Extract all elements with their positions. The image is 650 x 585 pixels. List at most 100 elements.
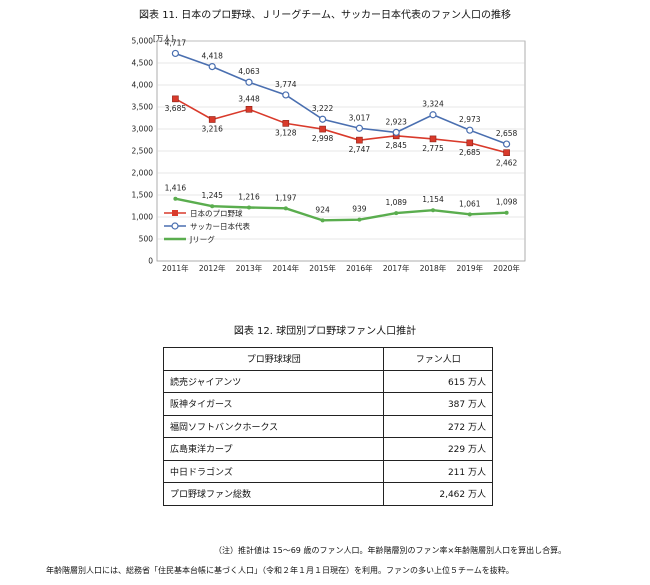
table-row: 阪神タイガース 387 万人 (162, 392, 493, 416)
table-row: 福岡ソフトバンクホークス 272 万人 (162, 414, 493, 438)
table-row: プロ野球ファン総数 2,462 万人 (162, 482, 493, 506)
data-point (467, 212, 472, 217)
data-label: 2,747 (349, 145, 371, 154)
data-point (357, 217, 362, 222)
data-label: 1,216 (238, 192, 260, 201)
fan-count: 2,462 万人 (383, 482, 493, 506)
data-label: 3,128 (275, 128, 297, 137)
data-label: 3,216 (201, 124, 223, 133)
data-point (392, 128, 400, 136)
data-label: 2,775 (422, 144, 444, 153)
data-label: 4,418 (201, 52, 223, 61)
data-label: 1,154 (422, 195, 444, 204)
data-point (245, 105, 253, 113)
series-line (175, 98, 507, 154)
data-point (356, 136, 363, 144)
legend-label: サッカー日本代表 (190, 221, 250, 231)
data-point (429, 135, 437, 143)
y-tick-label: 1,500 (132, 191, 154, 200)
note-line-1: （注）推計値は 15～69 歳のファン人口。年齢階層別のファン率×年齢階層別人口… (214, 546, 567, 555)
data-label: 2,845 (385, 141, 407, 150)
team-name: 阪神タイガース (162, 392, 385, 416)
data-label: 939 (352, 205, 367, 214)
x-tick-label: 2017年 (383, 263, 410, 273)
data-point (282, 91, 290, 99)
figure-11-title: 図表 11. 日本のプロ野球、Ｊリーグチーム、サッカー日本代表のファン人口の推移 (139, 10, 511, 21)
legend-label: 日本のプロ野球 (190, 208, 243, 218)
data-point (208, 116, 216, 123)
data-label: 1,061 (459, 199, 481, 208)
fan-count: 229 万人 (383, 437, 493, 461)
data-point (247, 205, 251, 210)
data-label: 4,063 (238, 67, 260, 76)
team-name: 中日ドラゴンズ (162, 459, 385, 483)
y-axis: 0 500 1,000 1,500 2,000 2,500 3,000 3,500 4,000 4… (132, 37, 525, 266)
x-tick-label: 2016年 (346, 263, 373, 273)
data-point (208, 63, 216, 71)
data-point (466, 139, 474, 147)
data-point (283, 206, 288, 211)
data-point (466, 126, 474, 134)
data-point (504, 210, 509, 215)
data-label: 3,017 (349, 113, 371, 122)
x-tick-label: 2014年 (273, 263, 300, 273)
data-label: 1,089 (385, 198, 407, 207)
x-tick-label: 2011年 (162, 263, 189, 273)
y-tick-label: 3,500 (132, 103, 154, 112)
series-line (175, 197, 507, 222)
y-tick-label: 2,000 (132, 169, 154, 178)
fan-count: 211 万人 (383, 459, 493, 483)
data-point (320, 218, 325, 223)
x-tick-label: 2012年 (199, 263, 226, 273)
y-tick-label: 4,500 (132, 59, 154, 68)
header-fans: ファン人口 (383, 347, 493, 371)
data-point (429, 111, 437, 119)
x-tick-label: 2015年 (309, 263, 336, 273)
data-point (245, 78, 253, 86)
data-point (282, 120, 290, 127)
x-tick-label: 2018年 (420, 263, 447, 273)
table-row: 広島東洋カープ 229 万人 (162, 437, 493, 461)
data-point (210, 204, 215, 209)
data-label: 4,717 (165, 38, 187, 47)
data-point (431, 208, 435, 213)
fan-count: 387 万人 (383, 392, 493, 416)
data-point (171, 49, 179, 58)
data-point (394, 211, 399, 216)
table-header-row: プロ野球球団 ファン人口 (162, 347, 493, 371)
team-name: 読売ジャイアンツ (162, 369, 385, 393)
data-point (355, 124, 363, 132)
data-point (319, 125, 326, 133)
x-axis: 2011年 2012年 2013年 2014年 2015年 2016年 2017年 2018年… (162, 263, 520, 273)
data-label: 1,098 (496, 198, 518, 207)
data-label: 2,462 (496, 159, 518, 168)
x-tick-label: 2020年 (493, 263, 520, 273)
legend-swatch-marker (172, 210, 178, 216)
data-point (503, 149, 510, 156)
data-label: 1,416 (165, 184, 187, 193)
y-tick-label: 4,000 (132, 81, 154, 90)
data-label: 2,685 (459, 148, 481, 157)
data-label: 3,448 (238, 94, 260, 103)
table-row: 中日ドラゴンズ 211 万人 (162, 459, 493, 483)
y-tick-label: 5,000 (132, 37, 154, 46)
x-tick-label: 2013年 (236, 263, 263, 273)
data-point (319, 115, 327, 123)
team-name: 広島東洋カープ (162, 437, 385, 461)
data-label: 1,245 (201, 191, 223, 200)
data-point (172, 95, 179, 103)
team-name: プロ野球ファン総数 (162, 482, 385, 506)
fan-population-table: プロ野球球団 ファン人口 読売ジャイアンツ 615 万人 阪神タイガース 387 万… (162, 347, 493, 506)
data-label: 3,774 (275, 80, 297, 89)
fan-count: 615 万人 (383, 369, 493, 393)
fan-population-line-chart: [万人] 0 500 1,000 1,500 2,000 2,500 3,000 3,500 4… (132, 34, 526, 273)
data-label: 2,973 (459, 115, 481, 124)
data-label: 3,685 (165, 104, 187, 113)
legend-label: Jリーグ (189, 234, 215, 244)
table-row: 読売ジャイアンツ 615 万人 (162, 369, 493, 393)
y-tick-label: 2,500 (132, 147, 154, 156)
y-tick-label: 500 (139, 235, 154, 244)
y-tick-label: 0 (148, 257, 153, 266)
data-label: 3,324 (422, 100, 444, 109)
